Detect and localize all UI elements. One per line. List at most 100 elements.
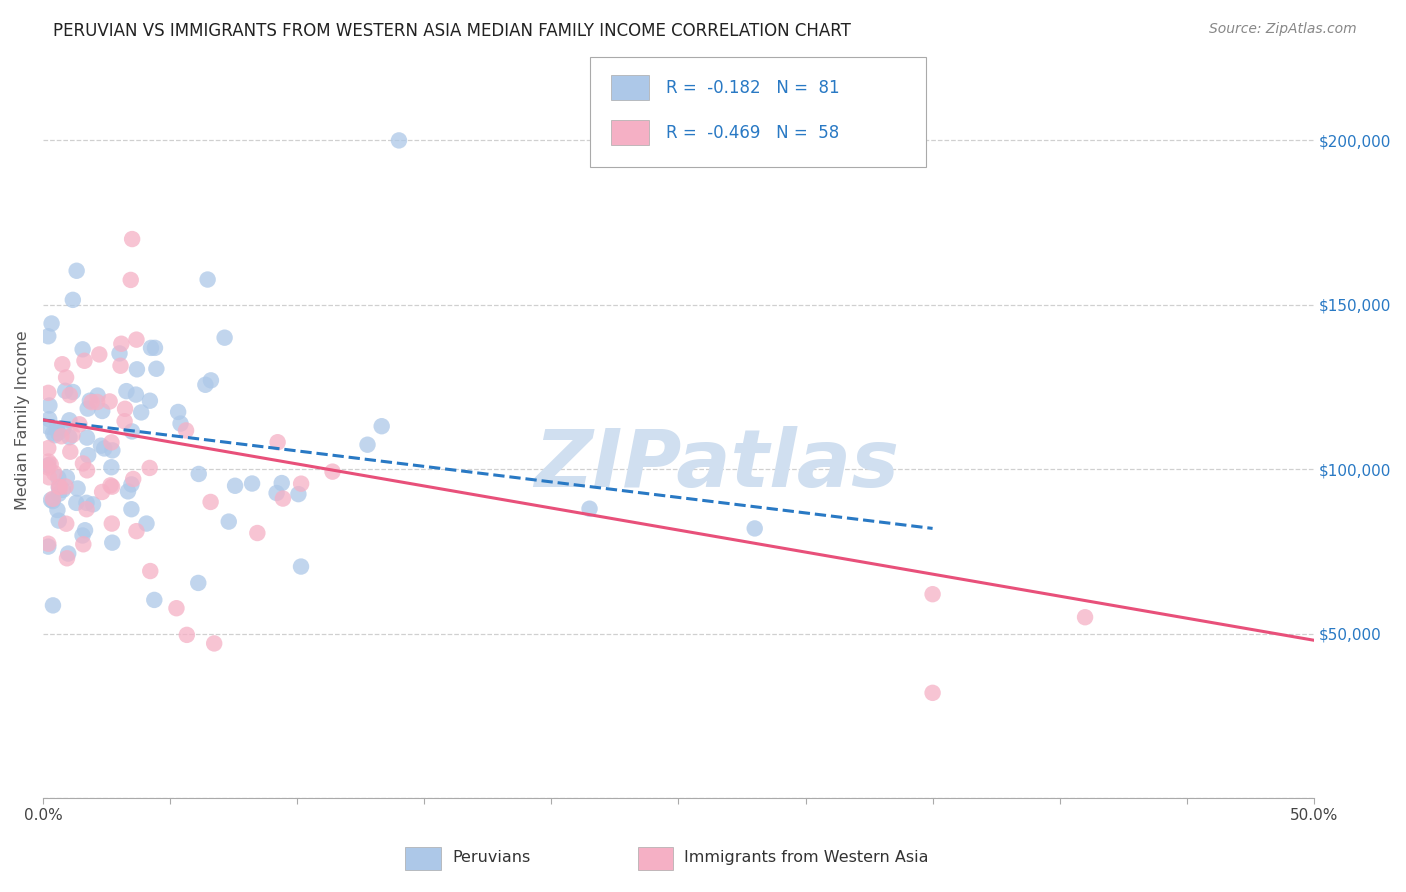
Text: Peruvians: Peruvians bbox=[453, 850, 530, 865]
Point bbox=[59, 444, 82, 458]
Point bbox=[42, 491, 65, 506]
Point bbox=[122, 472, 145, 486]
Point bbox=[370, 419, 392, 434]
Point bbox=[744, 521, 766, 535]
Point bbox=[356, 438, 378, 452]
Point bbox=[169, 417, 191, 431]
Point bbox=[48, 480, 70, 494]
Point bbox=[55, 479, 77, 493]
Point bbox=[194, 377, 217, 392]
Point bbox=[58, 430, 80, 444]
FancyBboxPatch shape bbox=[589, 57, 927, 167]
Point bbox=[125, 333, 148, 347]
Point bbox=[129, 405, 152, 419]
Point bbox=[174, 424, 197, 438]
Point bbox=[224, 479, 246, 493]
Point bbox=[290, 476, 312, 491]
Point bbox=[51, 357, 73, 371]
Point bbox=[125, 362, 148, 376]
Point bbox=[143, 593, 166, 607]
Point bbox=[120, 273, 142, 287]
Point bbox=[39, 458, 62, 472]
Point bbox=[56, 551, 79, 566]
Point bbox=[388, 133, 411, 147]
Point bbox=[266, 486, 288, 500]
Point bbox=[287, 487, 309, 501]
Point bbox=[48, 487, 70, 501]
Point bbox=[52, 421, 75, 435]
Point bbox=[322, 465, 344, 479]
Text: R =  -0.469   N =  58: R = -0.469 N = 58 bbox=[666, 124, 839, 142]
Point bbox=[98, 394, 121, 409]
Point bbox=[58, 413, 80, 427]
Point bbox=[42, 426, 65, 441]
Point bbox=[167, 405, 190, 419]
Point bbox=[62, 293, 84, 307]
Point bbox=[145, 361, 167, 376]
Point bbox=[197, 272, 219, 286]
Point bbox=[135, 516, 157, 531]
Point bbox=[37, 441, 59, 455]
Point bbox=[176, 628, 198, 642]
Point bbox=[52, 483, 75, 497]
Point bbox=[117, 484, 139, 499]
Point bbox=[38, 470, 60, 484]
Point bbox=[37, 537, 59, 551]
Point bbox=[73, 353, 96, 368]
Point bbox=[76, 401, 98, 416]
Point bbox=[125, 524, 148, 538]
Point bbox=[42, 494, 65, 508]
Text: ZIPatlas: ZIPatlas bbox=[534, 426, 898, 504]
Point bbox=[55, 370, 77, 384]
Point bbox=[58, 547, 80, 561]
Point bbox=[79, 393, 101, 408]
FancyBboxPatch shape bbox=[638, 847, 673, 870]
Y-axis label: Median Family Income: Median Family Income bbox=[15, 330, 30, 509]
Point bbox=[38, 412, 60, 426]
Point bbox=[66, 264, 89, 278]
Point bbox=[187, 576, 209, 591]
Point bbox=[114, 414, 136, 428]
Point bbox=[266, 435, 288, 450]
Point bbox=[187, 467, 209, 481]
Point bbox=[121, 232, 143, 246]
Point bbox=[578, 501, 600, 516]
Point bbox=[76, 431, 98, 445]
Point bbox=[139, 341, 162, 355]
Point bbox=[110, 336, 132, 351]
Point bbox=[93, 442, 115, 456]
Point bbox=[41, 317, 63, 331]
Point bbox=[246, 526, 269, 541]
Point bbox=[101, 443, 124, 458]
Point bbox=[37, 419, 59, 434]
Point bbox=[89, 347, 111, 361]
Point bbox=[37, 460, 59, 475]
Point bbox=[115, 384, 138, 398]
Point bbox=[121, 425, 143, 439]
Point bbox=[110, 359, 132, 373]
Point bbox=[200, 373, 222, 387]
Point bbox=[139, 564, 162, 578]
Point bbox=[53, 384, 76, 398]
Point bbox=[921, 587, 943, 601]
Point bbox=[77, 448, 100, 462]
Point bbox=[290, 559, 312, 574]
Point bbox=[76, 502, 98, 516]
Point bbox=[46, 471, 69, 485]
Point bbox=[46, 503, 69, 517]
Point bbox=[72, 528, 94, 542]
Point bbox=[921, 686, 943, 700]
Point bbox=[72, 343, 94, 357]
Point bbox=[202, 636, 225, 650]
Point bbox=[48, 514, 70, 528]
Point bbox=[125, 387, 148, 401]
Point bbox=[114, 401, 136, 416]
Point bbox=[42, 599, 65, 613]
Point bbox=[37, 458, 59, 473]
Point bbox=[62, 384, 84, 399]
Point bbox=[56, 470, 79, 484]
Point bbox=[101, 480, 124, 494]
FancyBboxPatch shape bbox=[612, 120, 650, 145]
Point bbox=[72, 457, 94, 471]
Point bbox=[66, 482, 89, 496]
